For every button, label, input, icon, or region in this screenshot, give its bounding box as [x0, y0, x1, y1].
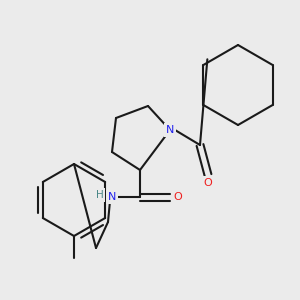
Text: O: O [204, 178, 212, 188]
Text: N: N [166, 125, 174, 135]
Text: O: O [174, 192, 182, 202]
Text: H: H [96, 190, 104, 200]
Text: N: N [108, 192, 116, 202]
